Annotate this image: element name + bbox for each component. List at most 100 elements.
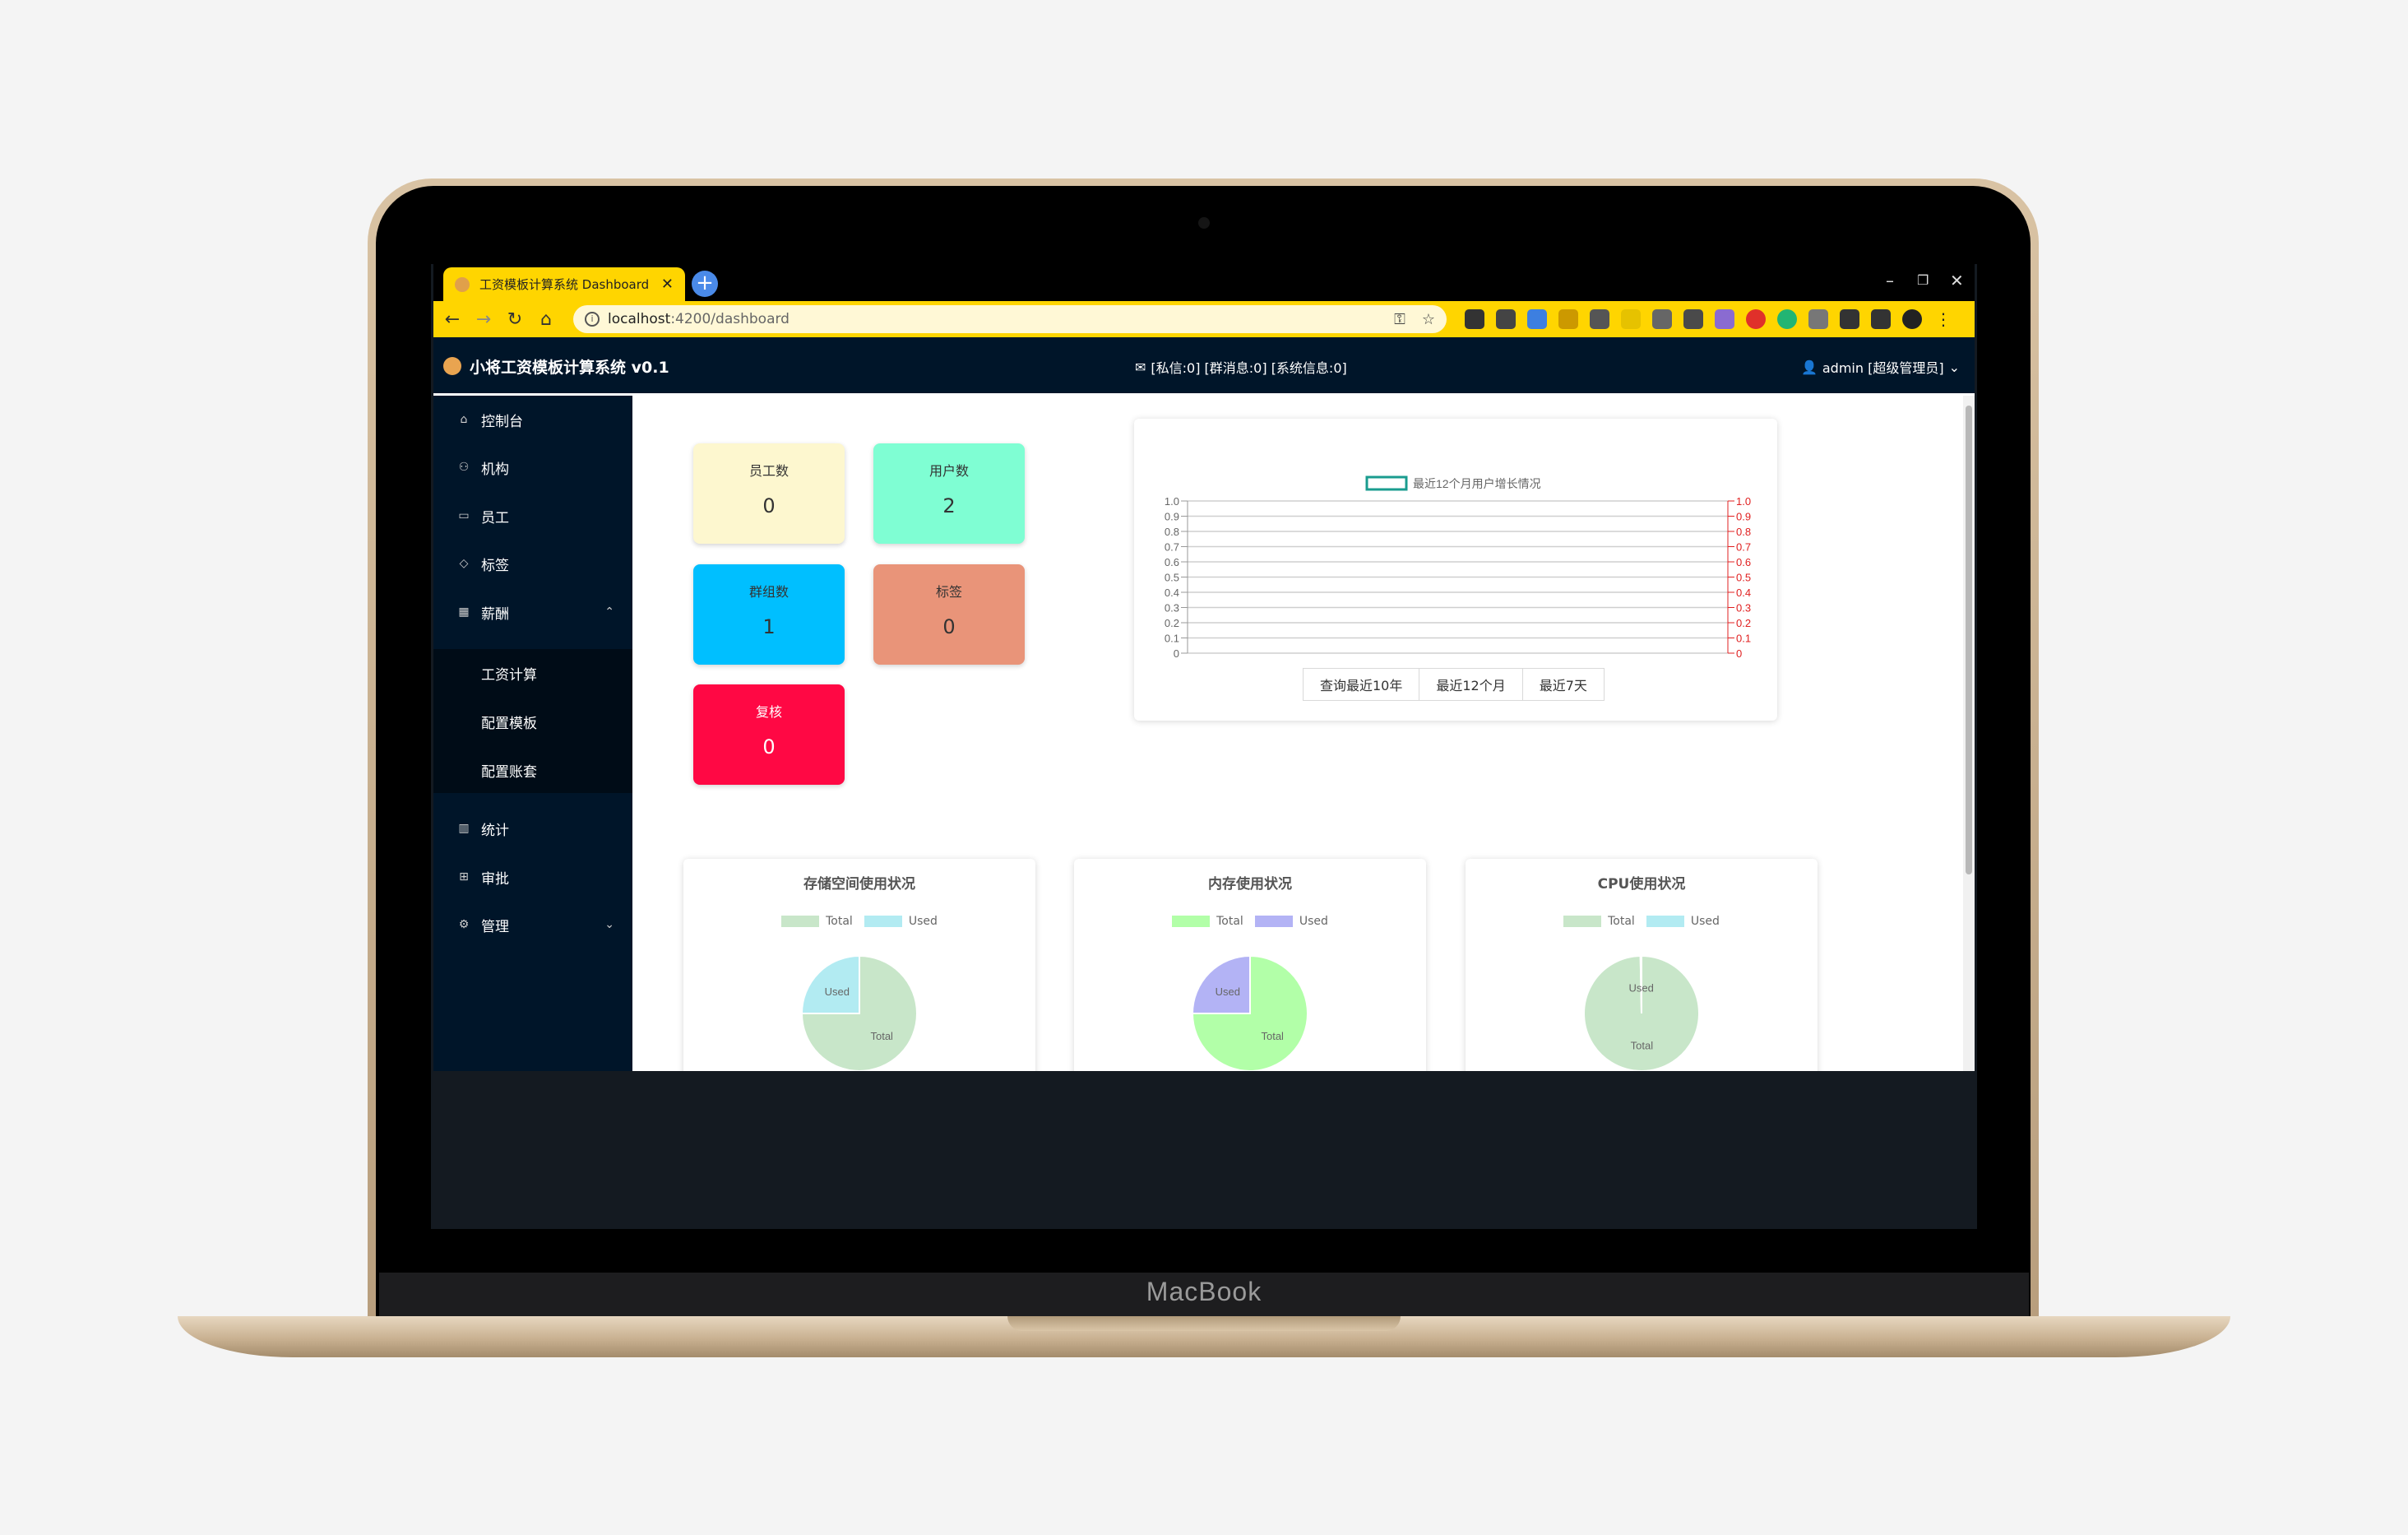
mail-icon: ✉ xyxy=(1135,359,1146,375)
legend-swatch xyxy=(1646,916,1684,927)
reload-icon[interactable]: ↻ xyxy=(507,308,523,330)
submenu-item-salary-calc[interactable]: 工资计算 xyxy=(481,667,537,684)
shield-extension-icon[interactable] xyxy=(1558,309,1578,329)
legend-swatch xyxy=(1254,916,1293,927)
content-scrollbar[interactable] xyxy=(1963,396,1975,1071)
stat-value: 0 xyxy=(762,494,776,517)
extension-icon[interactable] xyxy=(1652,309,1672,329)
sidebar-item-label: 审批 xyxy=(481,870,509,888)
extension-icon[interactable] xyxy=(1683,309,1703,329)
url-host: localhost xyxy=(608,311,671,327)
range-10-years-button[interactable]: 查询最近10年 xyxy=(1303,668,1420,701)
reading-list-icon[interactable] xyxy=(1871,309,1891,329)
range-12-months-button[interactable]: 最近12个月 xyxy=(1419,668,1523,701)
extension-icon[interactable] xyxy=(1465,309,1484,329)
pie-slice-label: Used xyxy=(1216,985,1240,998)
submenu-item-config-template[interactable]: 配置模板 xyxy=(481,716,537,732)
sidebar-item-statistics[interactable]: ▥ 统计 xyxy=(433,805,632,852)
y-tick-label: 0.5 xyxy=(1165,572,1179,584)
grammar-extension-icon[interactable] xyxy=(1777,309,1797,329)
tag-icon: ◇ xyxy=(459,557,469,570)
stat-label: 群组数 xyxy=(748,584,789,600)
pie-title: CPU使用状况 xyxy=(1597,876,1686,893)
tab-close-icon[interactable]: ✕ xyxy=(660,276,674,293)
scrollbar-thumb[interactable] xyxy=(1966,406,1972,874)
pie-slice-label: Used xyxy=(1629,982,1654,995)
close-window-icon[interactable]: ✕ xyxy=(1950,271,1964,290)
sidebar-item-approval[interactable]: ⊞ 审批 xyxy=(433,853,632,901)
y2-tick-label: 0.2 xyxy=(1736,617,1751,629)
extension-icon[interactable] xyxy=(1715,309,1734,329)
site-info-icon[interactable]: i xyxy=(585,312,600,327)
new-tab-button[interactable]: + xyxy=(692,271,718,297)
legend-item-total[interactable]: Total xyxy=(781,915,853,928)
check-extension-icon[interactable] xyxy=(1621,309,1641,329)
range-7-days-button[interactable]: 最近7天 xyxy=(1521,668,1605,701)
legend-item-total[interactable]: Total xyxy=(1172,915,1243,928)
user-menu[interactable]: 👤 admin [超级管理员] ⌄ xyxy=(1801,357,1960,377)
menu-kebab-icon[interactable]: ⋮ xyxy=(1935,309,1952,329)
pie-slice-label: Total xyxy=(1261,1030,1284,1042)
legend-item-used[interactable]: Used xyxy=(1254,915,1328,928)
sidebar-item-dashboard[interactable]: ⌂ 控制台 xyxy=(433,396,632,443)
bookmark-star-icon[interactable]: ☆ xyxy=(1421,310,1435,328)
y2-tick-label: 0.4 xyxy=(1736,587,1751,599)
header-divider xyxy=(433,393,1975,396)
y2-tick-label: 0.1 xyxy=(1736,633,1751,645)
stat-card-review[interactable]: 复核 0 xyxy=(693,684,845,785)
sidebar-item-salary[interactable]: ▦ 薪酬 ⌃ xyxy=(433,588,632,636)
submenu-item-config-accounts[interactable]: 配置账套 xyxy=(481,764,537,781)
sidebar-item-label: 员工 xyxy=(481,509,509,526)
extension-icon[interactable] xyxy=(1746,309,1766,329)
y2-tick-label: 0 xyxy=(1736,647,1742,660)
extension-icon[interactable] xyxy=(1527,309,1547,329)
y-tick-label: 0.9 xyxy=(1165,511,1179,523)
stat-card-users[interactable]: 用户数 2 xyxy=(873,443,1025,544)
pie-slice-used[interactable] xyxy=(1639,954,1642,1014)
tab-favicon-icon xyxy=(455,276,470,292)
camera xyxy=(1198,217,1210,229)
stat-card-groups[interactable]: 群组数 1 xyxy=(693,564,845,665)
salary-submenu: 工资计算 配置模板 配置账套 xyxy=(433,649,632,793)
laptop-chin xyxy=(379,1273,2029,1322)
address-bar[interactable]: i localhost:4200/dashboard ⚿ ☆ xyxy=(573,305,1447,333)
profile-avatar-icon[interactable] xyxy=(1902,309,1922,329)
legend-item-total[interactable]: Total xyxy=(1563,915,1635,928)
pie-legend: Total Used xyxy=(1074,915,1426,928)
legend-label: Total xyxy=(1608,915,1635,928)
extension-icon[interactable] xyxy=(1808,309,1828,329)
y-tick-label: 0.1 xyxy=(1165,633,1179,645)
y2-tick-label: 0.8 xyxy=(1736,526,1751,538)
browser-tab[interactable]: 工资模板计算系统 Dashboard ✕ xyxy=(443,267,685,301)
sidebar-item-organization[interactable]: ⚇ 机构 xyxy=(433,443,632,491)
legend-item-used[interactable]: Used xyxy=(864,915,938,928)
legend-swatch xyxy=(1365,475,1408,491)
forward-icon[interactable]: → xyxy=(475,308,492,330)
restore-icon[interactable]: ❐ xyxy=(1917,272,1929,288)
legend-item-used[interactable]: Used xyxy=(1646,915,1720,928)
message-summary[interactable]: ✉ [私信:0] [群消息:0] [系统信息:0] xyxy=(1135,357,1347,377)
back-icon[interactable]: ← xyxy=(444,308,461,330)
extension-icon[interactable] xyxy=(1590,309,1609,329)
pie-slice-used[interactable] xyxy=(800,954,860,1014)
sidebar-item-tags[interactable]: ◇ 标签 xyxy=(433,540,632,587)
user-growth-card: 最近12个月用户增长情况 0 0 0.1 0.1 0.2 0.2 0.3 0.3 0.4 0.4 0.… xyxy=(1134,419,1777,721)
mail-extension-icon[interactable] xyxy=(1496,309,1516,329)
stat-card-employees[interactable]: 员工数 0 xyxy=(693,443,845,544)
stat-card-tags[interactable]: 标签 0 xyxy=(873,564,1025,665)
home-button-icon[interactable]: ⌂ xyxy=(540,308,552,330)
stat-label: 复核 xyxy=(755,704,782,720)
legend-label: 最近12个月用户增长情况 xyxy=(1413,477,1541,490)
pie-slice-used[interactable] xyxy=(1191,954,1251,1014)
stat-value: 2 xyxy=(942,494,956,517)
storage-usage-card: 存储空间使用状况 Total Used Total Used xyxy=(683,859,1035,1071)
minimize-icon[interactable]: – xyxy=(1886,271,1894,290)
pie-legend: Total Used xyxy=(683,915,1035,928)
key-icon[interactable]: ⚿ xyxy=(1394,310,1405,328)
puzzle-icon[interactable] xyxy=(1840,309,1859,329)
sidebar-item-employees[interactable]: ▭ 员工 xyxy=(433,492,632,540)
main-content: 员工数 0 用户数 2 群组数 1 标签 0 复核 0 最近12个月用户增长情况… xyxy=(632,396,1963,1071)
user-growth-chart: 最近12个月用户增长情况 0 0 0.1 0.1 0.2 0.2 0.3 0.3 0.4 0.4 0.… xyxy=(1165,475,1751,660)
sidebar-item-management[interactable]: ⚙ 管理 ⌄ xyxy=(433,901,632,948)
y-tick-label: 0.2 xyxy=(1165,617,1179,629)
